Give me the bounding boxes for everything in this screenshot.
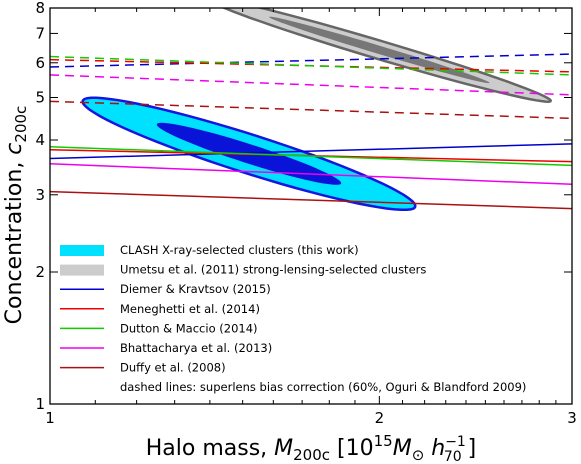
- y-tick-label: 5: [35, 89, 45, 107]
- x-axis-title: Halo mass, M200c [1015M⊙ h−1 70]: [146, 432, 477, 464]
- legend-label-dutton: Dutton & Maccio (2014): [120, 321, 258, 335]
- legend-label-umetsu: Umetsu et al. (2011) strong-lensing-sele…: [120, 263, 426, 277]
- plot-content: [50, 8, 572, 212]
- legend-label-meneghetti: Meneghetti et al. (2014): [120, 302, 260, 316]
- series-dutton-dashed: [50, 55, 572, 76]
- y-tick-label: 4: [35, 131, 45, 149]
- y-tick-label: 3: [35, 186, 45, 204]
- y-axis-title: Concentration, c200c: [2, 106, 30, 325]
- legend-swatch-clash: [60, 245, 104, 256]
- legend-note: dashed lines: superlens bias correction …: [120, 380, 526, 394]
- y-tick-label: 7: [35, 24, 45, 42]
- plot-area: [49, 7, 573, 405]
- legend-label-duffy: Duffy et al. (2008): [120, 361, 226, 375]
- series-duffy-solid: [50, 190, 572, 210]
- legend-label-bhattacharya: Bhattacharya et al. (2013): [120, 341, 272, 355]
- y-tick-label: 6: [35, 54, 45, 72]
- y-tick-label: 1: [35, 395, 45, 413]
- series-diemer-solid: [50, 143, 572, 160]
- plot-frame: [49, 7, 573, 405]
- series-duffy-dashed: [50, 100, 572, 120]
- umetsu-inner-contour: [269, 16, 490, 84]
- series-diemer-dashed: [50, 53, 572, 68]
- x-tick-label: 2: [375, 409, 385, 427]
- legend-swatch-umetsu: [60, 264, 104, 276]
- x-tick-label: 1: [45, 409, 55, 427]
- y-tick-label: 8: [35, 0, 45, 17]
- series-dutton-solid: [50, 146, 572, 167]
- series-bhattacharya-dashed: [50, 74, 572, 96]
- y-tick-label: 2: [35, 263, 45, 281]
- x-tick-label: 3: [567, 409, 577, 427]
- legend-label-clash: CLASH X-ray-selected clusters (this work…: [120, 243, 359, 257]
- legend: CLASH X-ray-selected clusters (this work…: [60, 243, 526, 394]
- legend-label-diemer: Diemer & Kravtsov (2015): [120, 282, 271, 296]
- series-bhattacharya-solid: [50, 163, 572, 186]
